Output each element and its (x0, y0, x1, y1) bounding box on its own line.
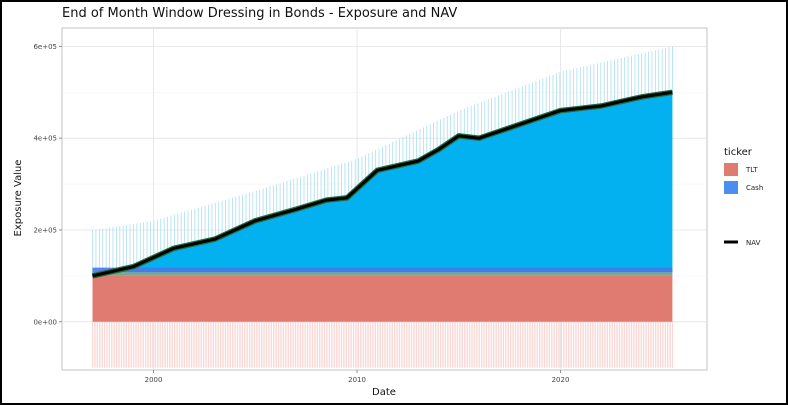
axis-ticks: 0e+00 2e+05 4e+05 6e+05 2000 2010 2020 (33, 43, 569, 384)
nav-line-group (91, 89, 673, 279)
y-axis-label: Exposure Value (13, 160, 24, 237)
y-tick-label: 4e+05 (33, 135, 57, 143)
nav-line (92, 90, 673, 278)
tlt-top-band (92, 272, 673, 276)
y-tick-label: 6e+05 (33, 43, 57, 51)
legend: ticker TLT Cash NAV (724, 147, 763, 247)
legend-swatch-tlt (724, 163, 738, 176)
x-tick-label: 2010 (348, 376, 366, 384)
cash-base-band (92, 267, 673, 273)
chart-title: End of Month Window Dressing in Bonds - … (62, 6, 457, 21)
legend-title: ticker (724, 147, 753, 158)
x-tick-label: 2020 (552, 376, 570, 384)
legend-label-cash: Cash (746, 184, 763, 192)
legend-label-tlt: TLT (745, 166, 758, 174)
legend-label-nav: NAV (746, 239, 761, 247)
negative-exposure-bars (92, 321, 673, 368)
y-tick-label: 0e+00 (33, 318, 57, 326)
x-axis-label: Date (372, 387, 396, 398)
legend-swatch-cash (724, 181, 738, 194)
x-tick-label: 2000 (145, 376, 163, 384)
exposure-spike-bars (92, 46, 673, 276)
tlt-area (92, 275, 673, 322)
y-tick-label: 2e+05 (33, 226, 57, 234)
